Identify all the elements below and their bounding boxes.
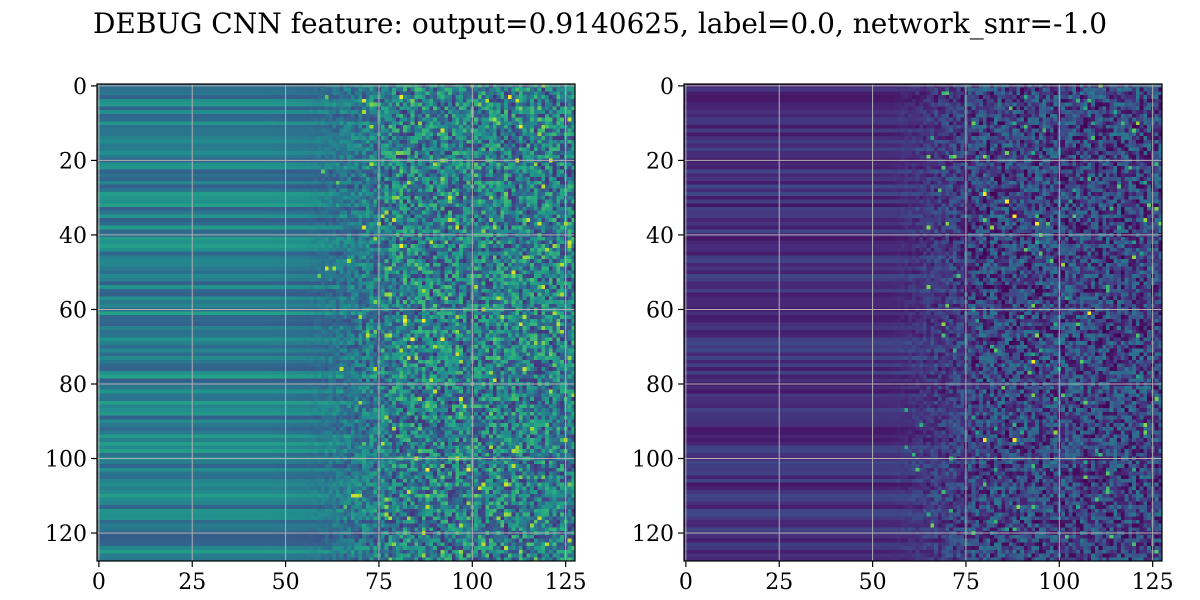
y-tick-label: 60 xyxy=(646,298,674,323)
y-tick-label: 120 xyxy=(632,522,674,547)
x-tick-label: 75 xyxy=(952,570,980,595)
x-tick-label: 0 xyxy=(92,570,106,595)
heatmap-image xyxy=(684,84,1162,561)
y-tick-label: 20 xyxy=(59,149,87,174)
y-tick-label: 0 xyxy=(660,75,674,100)
axes-frame xyxy=(683,83,1163,562)
figure-title: DEBUG CNN feature: output=0.9140625, lab… xyxy=(93,7,1107,40)
axes-frame xyxy=(96,83,576,562)
y-tick-label: 100 xyxy=(45,448,87,473)
x-tick-label: 50 xyxy=(859,570,887,595)
x-tick-label: 125 xyxy=(1132,570,1174,595)
y-tick-label: 20 xyxy=(646,149,674,174)
x-tick-label: 100 xyxy=(1038,570,1080,595)
y-tick-label: 80 xyxy=(59,373,87,398)
y-tick-label: 40 xyxy=(59,224,87,249)
x-tick-label: 125 xyxy=(545,570,587,595)
y-tick-label: 80 xyxy=(646,373,674,398)
x-tick-label: 25 xyxy=(765,570,793,595)
x-tick-label: 75 xyxy=(365,570,393,595)
heatmap-image xyxy=(97,84,575,561)
y-tick-label: 60 xyxy=(59,298,87,323)
x-tick-label: 25 xyxy=(178,570,206,595)
heatmap-right: 0 25 50 75 100 125 0 20 40 60 80 100 120 xyxy=(632,75,1174,595)
y-tick-label: 120 xyxy=(45,522,87,547)
heatmap-left: 0 25 50 75 100 125 0 20 40 60 80 100 120 xyxy=(45,75,587,595)
x-tick-label: 50 xyxy=(272,570,300,595)
y-tick-label: 0 xyxy=(73,75,87,100)
x-tick-label: 0 xyxy=(679,570,693,595)
y-tick-label: 100 xyxy=(632,448,674,473)
y-tick-label: 40 xyxy=(646,224,674,249)
x-tick-label: 100 xyxy=(451,570,493,595)
